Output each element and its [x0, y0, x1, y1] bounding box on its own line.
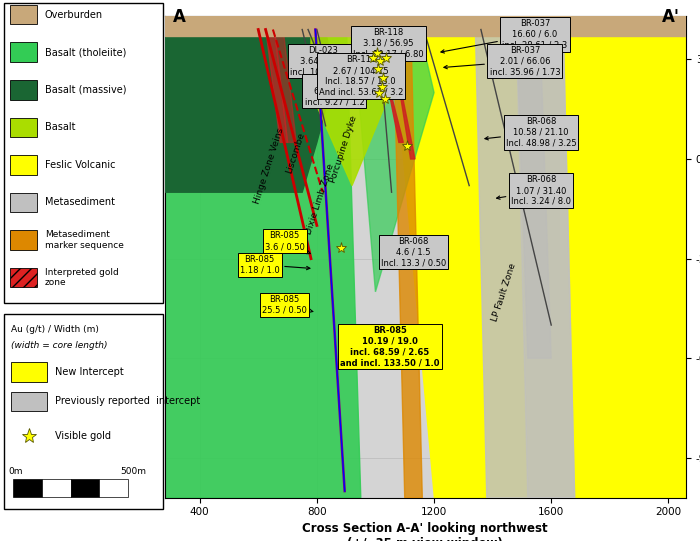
Text: DL-031
6.16 / 2.3
incl. 9.27 / 1.2: DL-031 6.16 / 2.3 incl. 9.27 / 1.2 [304, 76, 364, 106]
Polygon shape [475, 16, 575, 498]
Text: BR-068
1.07 / 31.40
Incl. 3.24 / 8.0: BR-068 1.07 / 31.40 Incl. 3.24 / 8.0 [496, 175, 571, 206]
Polygon shape [264, 16, 288, 142]
Text: Dixie Limb Zone: Dixie Limb Zone [304, 162, 336, 235]
Text: A': A' [662, 8, 680, 26]
FancyBboxPatch shape [10, 43, 37, 62]
Polygon shape [393, 16, 422, 498]
Text: (width = core length): (width = core length) [11, 341, 108, 350]
Text: BR-068
10.58 / 21.10
Incl. 48.98 / 3.25: BR-068 10.58 / 21.10 Incl. 48.98 / 3.25 [485, 117, 576, 148]
Text: Basalt: Basalt [45, 122, 76, 133]
Text: Interpreted gold
zone: Interpreted gold zone [45, 268, 119, 287]
Text: BR-085
10.19 / 19.0
incl. 68.59 / 2.65
and incl. 133.50 / 1.0: BR-085 10.19 / 19.0 incl. 68.59 / 2.65 a… [340, 326, 440, 367]
FancyBboxPatch shape [71, 479, 99, 497]
Polygon shape [390, 16, 686, 498]
Text: Au (g/t) / Width (m): Au (g/t) / Width (m) [11, 326, 99, 334]
Text: BR-118
2.67 / 104.15
Incl. 18.57 / 13.0
And incl. 53.62 / 3.2: BR-118 2.67 / 104.15 Incl. 18.57 / 13.0 … [318, 55, 403, 97]
Text: Porcupine Dyke: Porcupine Dyke [328, 114, 358, 184]
FancyBboxPatch shape [10, 230, 37, 249]
FancyBboxPatch shape [10, 117, 37, 137]
FancyBboxPatch shape [13, 479, 42, 497]
Polygon shape [311, 16, 390, 186]
FancyBboxPatch shape [11, 362, 47, 382]
Text: DL-023
3.64 / 12.9
incl. 10.01 / 1.7: DL-023 3.64 / 12.9 incl. 10.01 / 1.7 [290, 46, 355, 76]
FancyBboxPatch shape [11, 392, 47, 411]
Text: Liscombe: Liscombe [285, 130, 307, 174]
Text: BR-037
16.60 / 6.0
incl. 28.61 / 2.3: BR-037 16.60 / 6.0 incl. 28.61 / 2.3 [441, 19, 568, 53]
Polygon shape [516, 16, 575, 498]
Polygon shape [352, 16, 434, 292]
Text: 500m: 500m [120, 467, 146, 476]
FancyBboxPatch shape [4, 314, 163, 509]
FancyBboxPatch shape [10, 155, 37, 175]
Text: BR-118
3.18 / 56.95
Incl. 10.17 / 6.80: BR-118 3.18 / 56.95 Incl. 10.17 / 6.80 [354, 28, 424, 59]
Text: Basalt (massive): Basalt (massive) [45, 85, 127, 95]
FancyBboxPatch shape [42, 479, 71, 497]
Text: Hinge Zone Veins: Hinge Zone Veins [252, 127, 285, 204]
Text: LP Fault Zone: LP Fault Zone [491, 261, 518, 322]
Text: BR-085
25.5 / 0.50: BR-085 25.5 / 0.50 [262, 295, 313, 315]
Text: 0m: 0m [8, 467, 23, 476]
Text: Basalt (tholeiite): Basalt (tholeiite) [45, 47, 127, 57]
Polygon shape [516, 16, 551, 358]
FancyBboxPatch shape [10, 5, 37, 24]
Polygon shape [164, 16, 335, 192]
Polygon shape [273, 16, 296, 142]
Text: BR-085
3.6 / 0.50: BR-085 3.6 / 0.50 [265, 232, 310, 254]
FancyBboxPatch shape [10, 193, 37, 212]
Text: New Intercept: New Intercept [55, 367, 123, 377]
Polygon shape [164, 16, 360, 498]
Text: Metasediment
marker sequence: Metasediment marker sequence [45, 230, 124, 249]
FancyBboxPatch shape [10, 268, 37, 287]
Polygon shape [375, 49, 403, 142]
Text: Previously reported  intercept: Previously reported intercept [55, 397, 199, 406]
Text: BR-068
4.6 / 1.5
Incl. 13.3 / 0.50: BR-068 4.6 / 1.5 Incl. 13.3 / 0.50 [381, 237, 446, 267]
FancyBboxPatch shape [99, 479, 128, 497]
FancyBboxPatch shape [10, 80, 37, 100]
Text: Visible gold: Visible gold [55, 432, 111, 441]
Text: Feslic Volcanic: Feslic Volcanic [45, 160, 116, 170]
Polygon shape [389, 49, 415, 159]
Text: Metasediment: Metasediment [45, 197, 115, 207]
Polygon shape [164, 16, 686, 36]
X-axis label: Cross Section A-A' looking northwest
(+/- 35 m view window): Cross Section A-A' looking northwest (+/… [302, 522, 548, 541]
Text: BR-085
1.18 / 1.0: BR-085 1.18 / 1.0 [240, 255, 310, 274]
Text: A: A [174, 8, 186, 26]
FancyBboxPatch shape [4, 3, 163, 303]
Text: BR-037
2.01 / 66.06
incl. 35.96 / 1.73: BR-037 2.01 / 66.06 incl. 35.96 / 1.73 [444, 46, 560, 76]
Text: Overburden: Overburden [45, 10, 103, 19]
